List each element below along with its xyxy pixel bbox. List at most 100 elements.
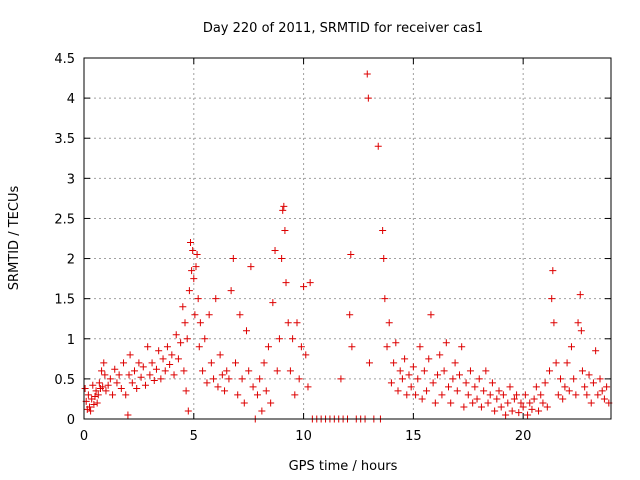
data-point bbox=[275, 335, 283, 343]
data-point bbox=[600, 395, 608, 403]
data-point bbox=[286, 367, 294, 375]
tick-labels: 0 0.5 1 1.5 2 2.5 3 3.5 4 4.5 0 5 10 15 20 bbox=[54, 52, 531, 444]
data-point bbox=[587, 399, 595, 407]
data-point bbox=[475, 375, 483, 383]
data-point bbox=[519, 403, 527, 411]
data-point bbox=[170, 371, 178, 379]
data-point bbox=[464, 391, 472, 399]
data-point bbox=[280, 202, 288, 210]
data-point bbox=[159, 355, 167, 363]
data-point bbox=[137, 373, 145, 381]
data-point bbox=[199, 367, 207, 375]
data-point bbox=[300, 283, 308, 291]
data-point bbox=[133, 385, 141, 393]
data-point bbox=[195, 343, 203, 351]
data-point bbox=[196, 319, 204, 327]
data-point bbox=[396, 367, 404, 375]
data-point bbox=[93, 399, 101, 407]
data-point bbox=[302, 351, 310, 359]
data-point bbox=[499, 391, 507, 399]
data-point bbox=[163, 343, 171, 351]
data-point bbox=[363, 70, 371, 78]
data-point bbox=[431, 399, 439, 407]
data-point bbox=[552, 359, 560, 367]
data-point bbox=[462, 379, 470, 387]
data-point bbox=[289, 335, 297, 343]
data-point bbox=[218, 371, 226, 379]
data-point bbox=[166, 360, 174, 368]
data-point bbox=[236, 311, 244, 319]
data-point bbox=[81, 385, 89, 393]
data-point bbox=[403, 391, 411, 399]
data-point bbox=[365, 359, 373, 367]
plot-frame bbox=[83, 57, 612, 420]
data-point bbox=[85, 403, 93, 411]
data-point bbox=[442, 339, 450, 347]
data-point bbox=[192, 263, 200, 271]
data-point bbox=[387, 379, 395, 387]
data-point bbox=[477, 403, 485, 411]
data-point bbox=[423, 387, 431, 395]
data-point bbox=[541, 379, 549, 387]
data-point bbox=[297, 343, 305, 351]
y-tick-label: 2.5 bbox=[54, 212, 75, 227]
data-point bbox=[526, 399, 534, 407]
data-point bbox=[449, 375, 457, 383]
data-point bbox=[453, 387, 461, 395]
data-point bbox=[530, 395, 538, 403]
data-point bbox=[524, 411, 532, 419]
data-point bbox=[245, 367, 253, 375]
data-point bbox=[201, 335, 209, 343]
data-point bbox=[381, 295, 389, 303]
y-axis-label: SRMTID / TECUs bbox=[7, 186, 22, 291]
data-point bbox=[401, 355, 409, 363]
data-point bbox=[380, 255, 388, 263]
data-point bbox=[148, 359, 156, 367]
data-point bbox=[124, 411, 132, 419]
data-point bbox=[466, 367, 474, 375]
data-point bbox=[181, 319, 189, 327]
data-point bbox=[539, 399, 547, 407]
data-point bbox=[385, 319, 393, 327]
data-point bbox=[473, 395, 481, 403]
data-point bbox=[284, 319, 292, 327]
data-point bbox=[260, 359, 268, 367]
data-point bbox=[90, 401, 98, 409]
data-point bbox=[458, 343, 466, 351]
data-point bbox=[238, 375, 246, 383]
data-point bbox=[223, 367, 231, 375]
data-point bbox=[291, 391, 299, 399]
data-point bbox=[89, 381, 97, 389]
data-point bbox=[120, 359, 128, 367]
data-point bbox=[102, 387, 110, 395]
data-point bbox=[491, 407, 499, 415]
data-point bbox=[390, 359, 398, 367]
data-point bbox=[488, 379, 496, 387]
data-point bbox=[502, 411, 510, 419]
data-point bbox=[576, 291, 584, 299]
data-point bbox=[94, 391, 102, 399]
data-point bbox=[152, 365, 160, 373]
data-point bbox=[427, 311, 435, 319]
data-point bbox=[161, 367, 169, 375]
data-point bbox=[190, 275, 198, 283]
y-tick-label: 2 bbox=[67, 253, 75, 268]
data-point bbox=[189, 247, 197, 255]
data-point bbox=[546, 367, 554, 375]
data-point bbox=[429, 379, 437, 387]
data-point bbox=[155, 347, 163, 355]
data-point bbox=[186, 239, 194, 247]
data-point bbox=[267, 399, 275, 407]
data-point bbox=[581, 383, 589, 391]
data-point bbox=[182, 387, 190, 395]
data-point bbox=[414, 375, 422, 383]
data-point bbox=[521, 391, 529, 399]
data-point bbox=[157, 375, 165, 383]
data-point bbox=[242, 327, 250, 335]
data-point bbox=[146, 371, 154, 379]
data-point bbox=[191, 311, 199, 319]
data-point bbox=[229, 255, 237, 263]
data-point bbox=[471, 383, 479, 391]
y-tick-label: 1 bbox=[67, 333, 75, 348]
data-point bbox=[131, 367, 139, 375]
